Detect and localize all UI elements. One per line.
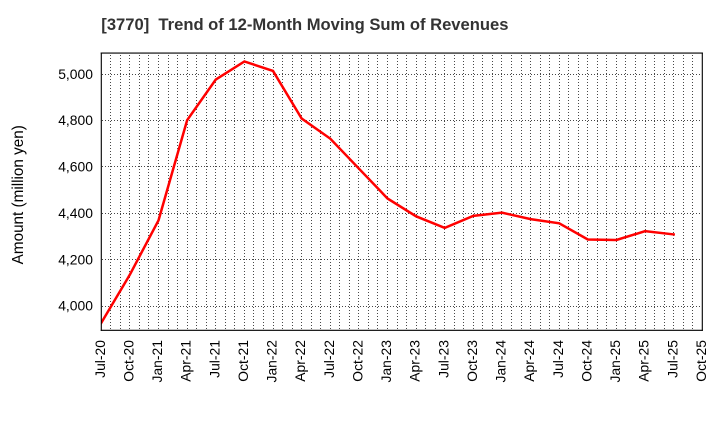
svg-text:4,000: 4,000 <box>58 298 93 314</box>
svg-text:[3770] Trend of 12-Month Movi: [3770] Trend of 12-Month Moving Sum of R… <box>101 15 508 34</box>
svg-text:Apr-23: Apr-23 <box>407 340 423 382</box>
svg-text:4,800: 4,800 <box>58 112 93 128</box>
svg-text:Oct-20: Oct-20 <box>121 340 137 382</box>
svg-text:Apr-21: Apr-21 <box>178 340 194 382</box>
svg-text:Jan-25: Jan-25 <box>607 340 623 383</box>
svg-text:Jan-21: Jan-21 <box>149 340 165 383</box>
svg-text:Jul-20: Jul-20 <box>92 340 108 378</box>
svg-text:Jul-25: Jul-25 <box>664 340 680 378</box>
svg-text:Oct-21: Oct-21 <box>235 340 251 382</box>
svg-text:Oct-24: Oct-24 <box>578 340 594 382</box>
svg-text:Jan-23: Jan-23 <box>378 340 394 383</box>
svg-text:Jul-23: Jul-23 <box>435 340 451 378</box>
svg-text:Apr-22: Apr-22 <box>292 340 308 382</box>
svg-text:Apr-25: Apr-25 <box>636 340 652 382</box>
svg-text:Oct-22: Oct-22 <box>349 340 365 382</box>
svg-text:Jan-22: Jan-22 <box>264 340 280 383</box>
svg-text:Oct-25: Oct-25 <box>693 340 709 382</box>
svg-text:Jul-22: Jul-22 <box>321 340 337 378</box>
svg-text:4,400: 4,400 <box>58 205 93 221</box>
svg-text:4,200: 4,200 <box>58 251 93 267</box>
svg-text:Amount (million yen): Amount (million yen) <box>10 125 27 264</box>
svg-text:Jan-24: Jan-24 <box>493 340 509 383</box>
svg-text:Jul-24: Jul-24 <box>550 340 566 378</box>
svg-text:4,600: 4,600 <box>58 159 93 175</box>
svg-text:Apr-24: Apr-24 <box>521 340 537 382</box>
svg-text:Oct-23: Oct-23 <box>464 340 480 382</box>
svg-text:5,000: 5,000 <box>58 66 93 82</box>
svg-text:Jul-21: Jul-21 <box>206 340 222 378</box>
